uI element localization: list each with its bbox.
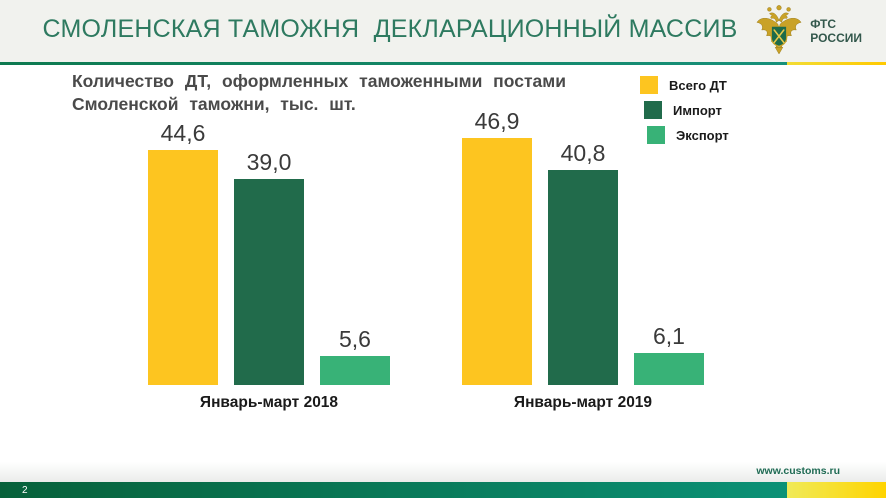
bar-total-2018 [148, 149, 218, 385]
fts-logo-text: ФТС РОССИИ [810, 17, 862, 46]
bar-group-2018: 44,6 39,0 5,6 [148, 100, 390, 385]
fts-logo: ФТС РОССИИ [755, 4, 862, 61]
legend-swatch-total-icon [640, 76, 658, 94]
bar-column-export-2018: 5,6 [320, 100, 390, 385]
chart-title-line1: Количество ДТ, оформленных таможенными п… [72, 71, 566, 91]
bar-column-import-2019: 40,8 [548, 100, 618, 385]
bar-export-2019 [634, 352, 704, 385]
bar-value-export-2019: 6,1 [653, 322, 685, 349]
bar-value-total-2019: 46,9 [474, 107, 520, 134]
page-title: СМОЛЕНСКАЯ ТАМОЖНЯ ДЕКЛАРАЦИОННЫЙ МАССИВ [42, 15, 738, 43]
category-label-2018: Январь-март 2018 [199, 394, 339, 411]
header-divider-green [0, 62, 787, 65]
bar-column-export-2019: 6,1 [634, 100, 704, 385]
page-number: 2 [22, 485, 28, 496]
legend-label-import: Импорт [673, 102, 722, 118]
bar-value-import-2019: 40,8 [560, 139, 606, 166]
fts-org-name: РОССИИ [810, 31, 862, 45]
bar-column-total-2019: 46,9 [462, 100, 532, 385]
bar-column-import-2018: 39,0 [234, 100, 304, 385]
chart-legend: Всего ДТ Импорт Экспорт [640, 76, 729, 151]
legend-item-export: Экспорт [647, 126, 729, 144]
bar-column-total-2018: 44,6 [148, 100, 218, 385]
fts-eagle-emblem-icon [755, 4, 803, 61]
bar-export-2018 [320, 355, 390, 385]
legend-item-total: Всего ДТ [640, 76, 729, 94]
chart-title: Количество ДТ, оформленных таможенными п… [72, 70, 566, 116]
header-divider-yellow [787, 62, 886, 65]
bar-value-export-2018: 5,6 [339, 325, 371, 352]
website-text: www.customs.ru [756, 465, 840, 477]
legend-item-import: Импорт [644, 101, 729, 119]
bar-import-2019 [548, 169, 618, 385]
bar-value-total-2018: 44,6 [160, 119, 206, 146]
category-label-2019: Январь-март 2019 [513, 394, 653, 411]
footer-bar-green [0, 482, 787, 498]
legend-label-total: Всего ДТ [669, 77, 727, 93]
bar-value-import-2018: 39,0 [246, 149, 292, 176]
bar-import-2018 [234, 179, 304, 385]
legend-swatch-import-icon [644, 101, 662, 119]
legend-swatch-export-icon [647, 126, 665, 144]
footer-strip [0, 462, 886, 482]
bar-group-2019: 46,9 40,8 6,1 [462, 100, 704, 385]
bar-total-2019 [462, 137, 532, 385]
chart-title-line2: Смоленской таможни, тыс. шт. [72, 93, 356, 114]
slide-header: СМОЛЕНСКАЯ ТАМОЖНЯ ДЕКЛАРАЦИОННЫЙ МАССИВ [0, 0, 886, 62]
footer-bar-yellow [787, 482, 886, 498]
fts-org-abbr: ФТС [810, 17, 837, 32]
legend-label-export: Экспорт [676, 127, 729, 143]
